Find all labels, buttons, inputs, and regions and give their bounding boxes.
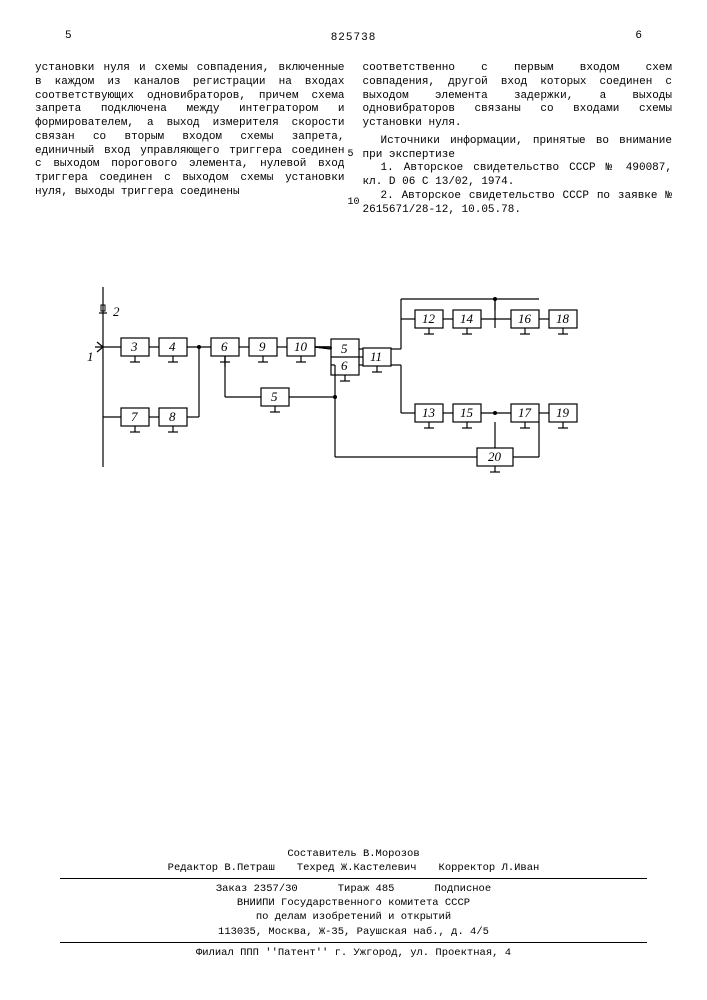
right-p2: Источники информации, принятые во вниман…	[363, 135, 673, 163]
footer: Составитель В.Морозов Редактор В.Петраш …	[0, 847, 707, 960]
footer-compiler: Составитель В.Морозов	[0, 847, 707, 861]
svg-text:7: 7	[131, 409, 138, 424]
footer-address: 113035, Москва, Ж-35, Раушская наб., д. …	[0, 925, 707, 939]
svg-text:15: 15	[460, 405, 474, 420]
svg-text:11: 11	[370, 349, 382, 364]
svg-text:10: 10	[294, 339, 308, 354]
footer-org2: по делам изобретений и открытий	[0, 910, 707, 924]
footer-branch: Филиал ППП ''Патент'' г. Ужгород, ул. Пр…	[0, 946, 707, 960]
linemark-5: 5	[347, 150, 359, 160]
footer-credits: Редактор В.Петраш Техред Ж.Кастелевич Ко…	[0, 861, 707, 875]
svg-text:18: 18	[556, 311, 570, 326]
line-marks: 5 10	[347, 150, 359, 208]
svg-text:16: 16	[518, 311, 532, 326]
footer-subscription: Подписное	[434, 882, 491, 896]
footer-org1: ВНИИПИ Государственного комитета СССР	[0, 896, 707, 910]
footer-rule-2	[60, 942, 647, 943]
footer-editor: Редактор В.Петраш	[168, 861, 275, 875]
circuit-diagram: 123456789105611121314151617181920	[35, 257, 672, 501]
svg-text:20: 20	[488, 449, 502, 464]
page-right: 6	[635, 30, 642, 42]
left-text: установки нуля и схемы совпадения, включ…	[35, 62, 345, 200]
svg-text:6: 6	[341, 358, 348, 373]
svg-text:5: 5	[271, 389, 278, 404]
svg-text:5: 5	[341, 341, 348, 356]
svg-text:1: 1	[87, 349, 94, 364]
footer-rule-1	[60, 878, 647, 879]
footer-order: Заказ 2357/30	[216, 882, 298, 896]
linemark-10: 10	[347, 198, 359, 208]
right-p4: 2. Авторское свидетельство СССР по заявк…	[363, 190, 673, 218]
right-p1: соответственно с первым входом схем совп…	[363, 62, 673, 131]
footer-corrector: Корректор Л.Иван	[439, 861, 540, 875]
right-p3: 1. Авторское свидетельство СССР № 490087…	[363, 162, 673, 190]
svg-text:6: 6	[221, 339, 228, 354]
footer-order-row: Заказ 2357/30 Тираж 485 Подписное	[0, 882, 707, 896]
svg-text:4: 4	[169, 339, 176, 354]
svg-text:9: 9	[259, 339, 266, 354]
document-number: 825738	[35, 32, 672, 44]
svg-text:17: 17	[518, 405, 532, 420]
svg-text:8: 8	[169, 409, 176, 424]
svg-text:2: 2	[113, 304, 120, 319]
right-column: соответственно с первым входом схем совп…	[363, 62, 673, 217]
svg-text:3: 3	[130, 339, 138, 354]
footer-techred: Техред Ж.Кастелевич	[297, 861, 417, 875]
page-left: 5	[65, 30, 72, 42]
left-column: установки нуля и схемы совпадения, включ…	[35, 62, 345, 217]
footer-tirazh: Тираж 485	[338, 882, 395, 896]
svg-text:19: 19	[556, 405, 570, 420]
svg-text:12: 12	[422, 311, 436, 326]
svg-text:13: 13	[422, 405, 436, 420]
svg-text:14: 14	[460, 311, 474, 326]
